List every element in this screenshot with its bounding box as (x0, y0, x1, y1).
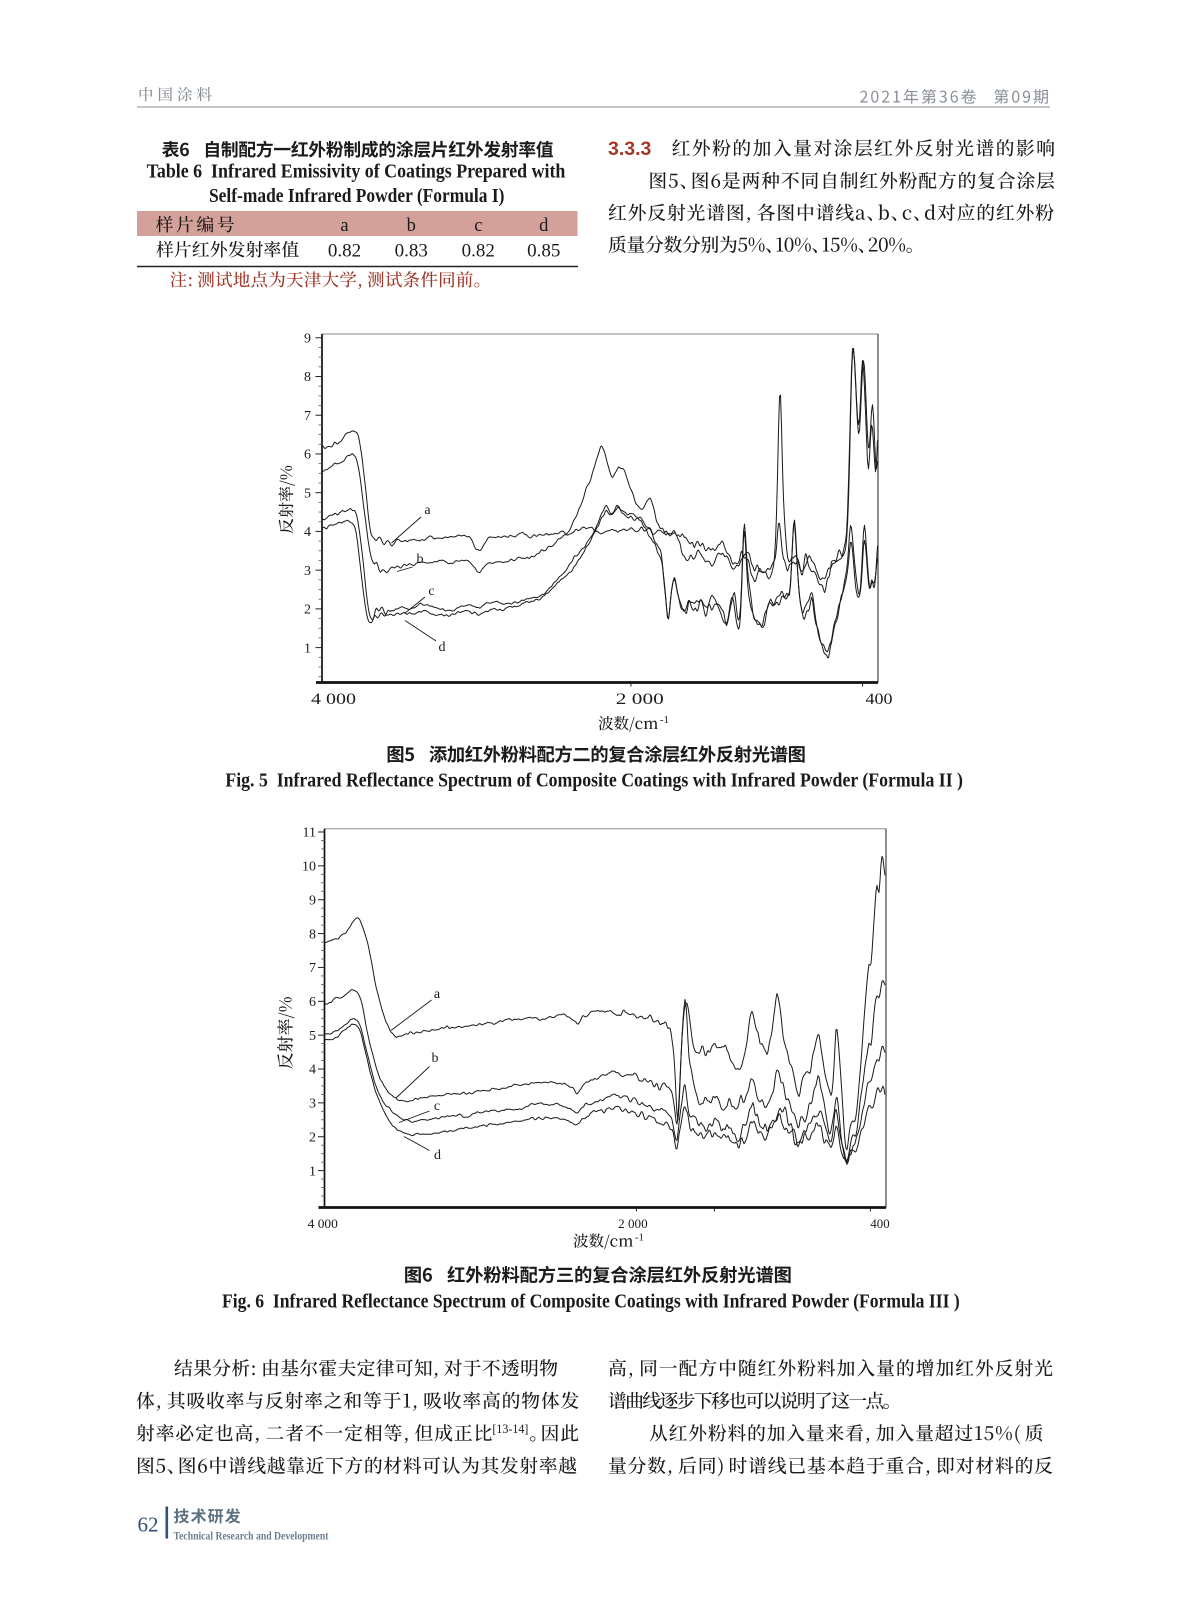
svg-text:5: 5 (304, 486, 311, 501)
svg-text:10: 10 (302, 860, 316, 875)
svg-text:b: b (417, 552, 424, 567)
svg-text:3: 3 (304, 564, 311, 579)
svg-text:d: d (539, 216, 549, 236)
svg-text:0.82: 0.82 (328, 241, 361, 262)
svg-text:3: 3 (309, 1097, 316, 1112)
svg-text:2 000: 2 000 (616, 691, 664, 708)
svg-text:7: 7 (309, 961, 316, 976)
svg-text:9: 9 (304, 331, 311, 346)
svg-text:8: 8 (304, 370, 311, 385)
svg-text:5: 5 (309, 1029, 316, 1044)
svg-text:3.3.3: 3.3.3 (608, 138, 652, 160)
svg-text:b: b (432, 1051, 439, 1066)
svg-text:4 000: 4 000 (308, 1217, 338, 1231)
svg-text:4 000: 4 000 (311, 691, 356, 708)
svg-text:[13-14]: [13-14] (492, 1422, 528, 1436)
svg-text:a: a (424, 503, 431, 518)
svg-text:0.85: 0.85 (527, 241, 560, 262)
svg-text:Technical Research and Develop: Technical Research and Development (174, 1530, 329, 1542)
svg-text:6: 6 (309, 995, 316, 1010)
svg-text:2: 2 (304, 603, 311, 618)
svg-text:-1: -1 (635, 1232, 644, 1244)
svg-text:Table 6 Infrared Emissivity of: Table 6 Infrared Emissivity of Coatings … (147, 162, 566, 183)
svg-text:2: 2 (309, 1130, 316, 1145)
svg-text:400: 400 (870, 1217, 889, 1231)
svg-text:a: a (340, 216, 348, 236)
svg-text:4: 4 (304, 525, 311, 540)
svg-text:9: 9 (309, 893, 316, 908)
svg-text:a: a (434, 987, 441, 1002)
svg-text:62: 62 (138, 1513, 159, 1537)
svg-text:d: d (439, 640, 446, 655)
svg-text:400: 400 (866, 691, 893, 708)
svg-text:0.83: 0.83 (395, 241, 428, 262)
svg-text:8: 8 (309, 927, 316, 942)
svg-text:c: c (434, 1099, 440, 1114)
svg-text:b: b (407, 216, 416, 236)
svg-text:c: c (428, 584, 434, 599)
svg-text:6: 6 (304, 448, 311, 463)
svg-text:7: 7 (304, 409, 311, 424)
svg-text:2 000: 2 000 (618, 1217, 648, 1231)
svg-text:Fig. 5 Infrared Reflectance Sp: Fig. 5 Infrared Reflectance Spectrum of … (225, 771, 963, 792)
svg-text:d: d (434, 1148, 441, 1163)
svg-text:Self-made Infrared Powder (For: Self-made Infrared Powder (Formula I) (209, 186, 504, 207)
svg-text:1: 1 (304, 641, 311, 656)
svg-text:4: 4 (309, 1063, 316, 1078)
svg-text:c: c (474, 216, 482, 236)
svg-text:11: 11 (303, 826, 316, 841)
svg-text:1: 1 (309, 1164, 316, 1179)
svg-text:Fig. 6 Infrared Reflectance Sp: Fig. 6 Infrared Reflectance Spectrum of … (222, 1292, 960, 1313)
svg-text:-1: -1 (660, 714, 669, 726)
svg-text:0.82: 0.82 (462, 241, 495, 262)
